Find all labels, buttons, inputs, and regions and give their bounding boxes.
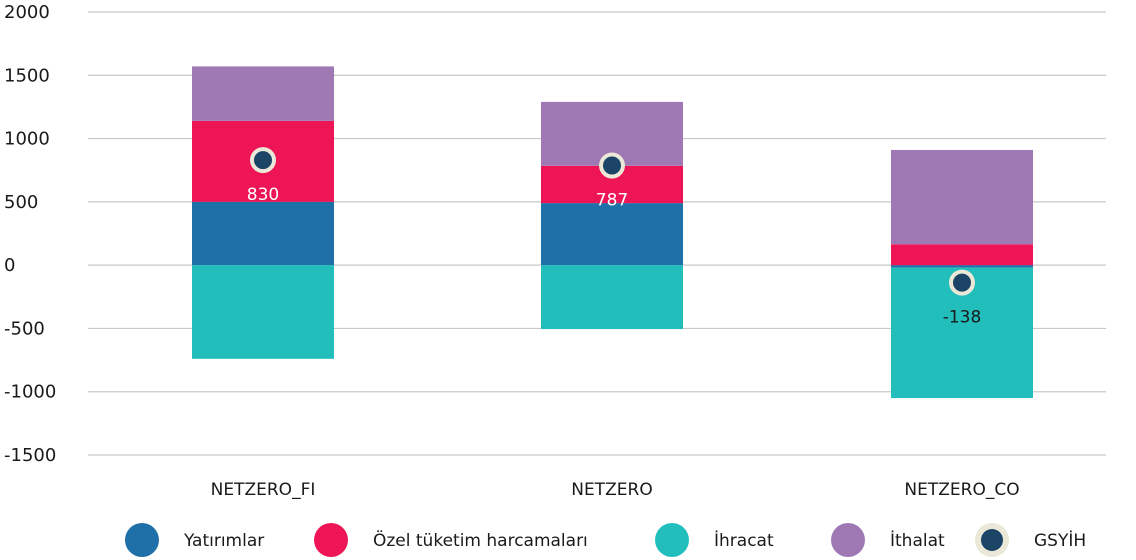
y-tick-label: 0 (4, 255, 15, 276)
bar-segment (192, 201, 334, 266)
bar-segment (541, 265, 683, 330)
gsyih-point (250, 147, 276, 174)
gsyih-point (949, 269, 975, 296)
legend-swatch (125, 523, 159, 557)
bar-segment (192, 265, 334, 359)
x-tick-label: NETZERO_CO (904, 480, 1019, 500)
bars (192, 66, 1033, 399)
gsyih-data-label: 830 (247, 185, 279, 205)
gsyih-data-label: 787 (596, 191, 628, 211)
y-axis: 2000 1500 1000 500 0 -500 -1000 -1500 (4, 2, 56, 466)
gsyih-points: 830 787 -138 (247, 147, 982, 328)
y-tick-label: 1500 (4, 65, 50, 86)
y-tick-label: -500 (4, 318, 45, 339)
legend-swatch (655, 523, 689, 557)
legend-swatch (831, 523, 865, 557)
x-tick-label: NETZERO (571, 480, 652, 500)
y-tick-label: -1500 (4, 445, 56, 466)
legend-label: İthalat (890, 530, 945, 551)
bar-segment (192, 66, 334, 121)
legend: Yatırımlar Özel tüketim harcamaları İhraca… (125, 523, 1086, 557)
x-tick-label: NETZERO_FI (211, 480, 316, 500)
legend-label: GSYİH (1034, 530, 1086, 551)
bar-segment (891, 265, 1033, 268)
y-tick-label: 2000 (4, 2, 50, 23)
legend-label: Yatırımlar (183, 531, 264, 551)
legend-swatch (314, 523, 348, 557)
x-axis: NETZERO_FI NETZERO NETZERO_CO (211, 480, 1020, 500)
bar-segment (541, 203, 683, 266)
gsyih-point (599, 152, 625, 179)
gsyih-data-label: -138 (943, 308, 982, 328)
bar-segment (891, 244, 1033, 266)
legend-label: Özel tüketim harcamaları (373, 529, 588, 551)
y-tick-label: 500 (4, 192, 38, 213)
y-tick-label: -1000 (4, 382, 56, 403)
y-tick-label: 1000 (4, 129, 50, 150)
bar-segment (891, 149, 1033, 245)
legend-swatch-inner (981, 529, 1003, 551)
legend-label: İhracat (714, 530, 774, 551)
